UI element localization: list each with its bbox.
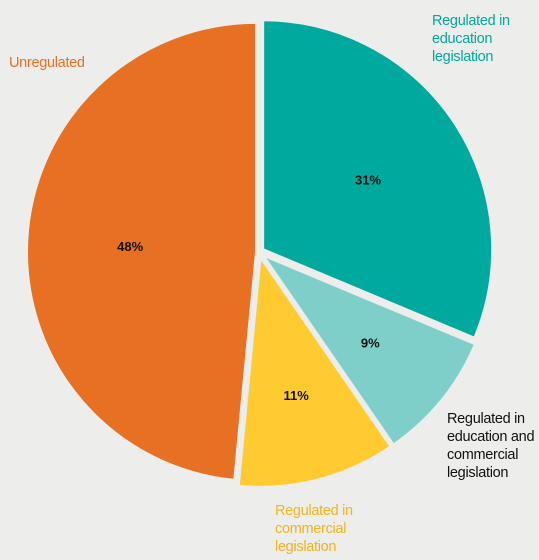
pie-slice-value-label-3: 48% xyxy=(117,239,143,254)
pie-slice-1 xyxy=(260,253,477,446)
pie-slice-3 xyxy=(26,21,258,481)
pie-slice-value-label-0: 31% xyxy=(355,172,381,187)
legend-label-unregulated: Unregulated xyxy=(9,55,85,71)
pie-slice-value-label-1: 9% xyxy=(361,335,380,350)
pie-slice-0 xyxy=(262,19,494,340)
pie-slice-value-label-2: 11% xyxy=(284,388,310,403)
legend-label-regulated-education: Regulated in education legislation xyxy=(432,13,510,65)
legend-label-regulated-education-and-commercial: Regulated in education and commercial le… xyxy=(447,411,535,481)
legend-label-regulated-commercial: Regulated in commercial legislation xyxy=(275,503,353,555)
pie-slice-2 xyxy=(237,254,392,488)
